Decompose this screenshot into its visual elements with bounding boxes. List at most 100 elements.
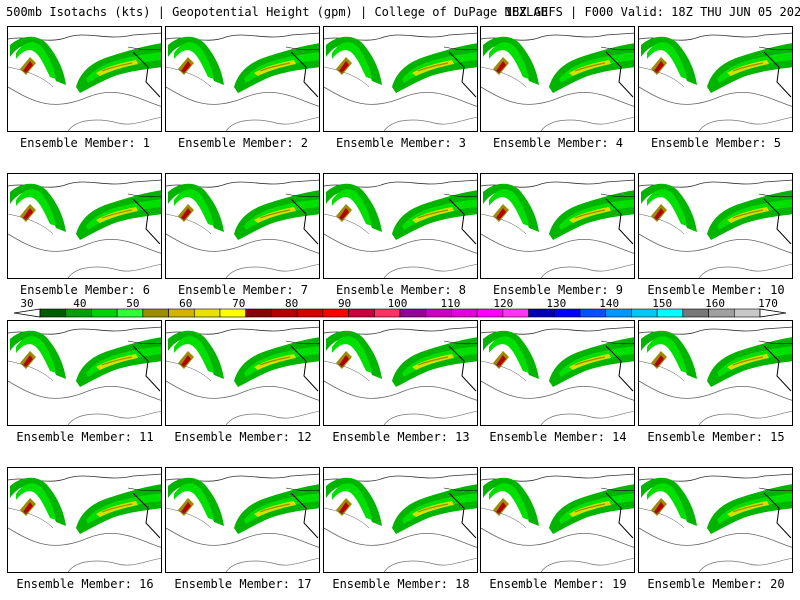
colorbar-segment	[605, 308, 632, 318]
jet-stream-map	[324, 473, 477, 572]
ensemble-member-map	[323, 173, 478, 279]
jet-stream-map	[639, 326, 792, 425]
jet-stream-map	[8, 32, 161, 131]
colorbar-segment	[322, 308, 349, 318]
ensemble-member-map	[323, 320, 478, 426]
colorbar-segment	[682, 308, 709, 318]
ensemble-member-map	[7, 26, 162, 132]
ensemble-member-label: Ensemble Member: 10	[647, 283, 785, 297]
colorbar-right-arrow	[759, 308, 787, 318]
jet-stream-map	[639, 473, 792, 572]
colorbar-tick-label: 120	[493, 297, 514, 310]
colorbar-tick-label: 40	[73, 297, 87, 310]
ensemble-member-map	[638, 173, 793, 279]
colorbar-segment	[91, 308, 118, 318]
colorbar-segment	[116, 308, 144, 318]
ensemble-member-label: Ensemble Member: 6	[19, 283, 151, 297]
jet-stream-map	[166, 326, 319, 425]
colorbar-tick-label: 30	[20, 297, 34, 310]
ensemble-member-label: Ensemble Member: 20	[647, 577, 785, 591]
colorbar-segment	[373, 308, 401, 318]
ensemble-member-map	[165, 467, 320, 573]
colorbar-tick-label: 130	[546, 297, 567, 310]
isotach-colorbar	[13, 308, 787, 318]
ensemble-member-label: Ensemble Member: 9	[492, 283, 624, 297]
colorbar-segment	[271, 308, 298, 318]
colorbar-segment	[39, 308, 67, 318]
ensemble-member-label: Ensemble Member: 18	[332, 577, 470, 591]
colorbar-segment	[65, 308, 92, 318]
ensemble-member-label: Ensemble Member: 8	[335, 283, 467, 297]
jet-stream-map	[481, 32, 634, 131]
ensemble-member-label: Ensemble Member: 2	[177, 136, 309, 150]
ensemble-member-label: Ensemble Member: 3	[335, 136, 467, 150]
colorbar-segment	[451, 308, 478, 318]
ensemble-member-map	[480, 467, 635, 573]
ensemble-member-label: Ensemble Member: 7	[177, 283, 309, 297]
colorbar-segment	[579, 308, 607, 318]
ensemble-member-label: Ensemble Member: 13	[332, 430, 470, 444]
jet-stream-map	[481, 326, 634, 425]
colorbar-segment	[348, 308, 375, 318]
colorbar-segment	[656, 308, 684, 318]
colorbar-tick-label: 140	[599, 297, 620, 310]
ensemble-member-label: Ensemble Member: 5	[650, 136, 782, 150]
ensemble-member-map	[7, 320, 162, 426]
ensemble-member-map	[480, 26, 635, 132]
colorbar-tick-label: 50	[126, 297, 140, 310]
ensemble-member-label: Ensemble Member: 12	[174, 430, 312, 444]
colorbar-segment	[476, 308, 504, 318]
ensemble-member-map	[638, 320, 793, 426]
jet-stream-map	[481, 179, 634, 278]
colorbar-segment	[528, 308, 555, 318]
header-valid-time: 18Z GEFS | F000 Valid: 18Z THU JUN 05 20…	[505, 5, 800, 19]
colorbar-segment	[631, 308, 658, 318]
jet-stream-map	[166, 179, 319, 278]
colorbar-segment	[193, 308, 221, 318]
colorbar-left-arrow	[13, 308, 41, 318]
jet-stream-map	[166, 32, 319, 131]
jet-stream-map	[8, 326, 161, 425]
colorbar-tick-label: 90	[337, 297, 352, 310]
jet-stream-map	[8, 473, 161, 572]
colorbar-segment	[219, 308, 247, 318]
ensemble-member-map	[165, 173, 320, 279]
ensemble-member-map	[480, 320, 635, 426]
ensemble-member-map	[638, 467, 793, 573]
colorbar-tick-label: 60	[179, 297, 193, 310]
header-title: 500mb Isotachs (kts) | Geopotential Heig…	[6, 5, 548, 19]
colorbar-segment	[168, 308, 195, 318]
ensemble-member-label: Ensemble Member: 17	[174, 577, 312, 591]
jet-stream-map	[639, 179, 792, 278]
colorbar-tick-label: 160	[705, 297, 725, 310]
ensemble-member-map	[323, 26, 478, 132]
colorbar-segment	[399, 308, 427, 318]
ensemble-member-label: Ensemble Member: 16	[16, 577, 154, 591]
ensemble-member-map	[165, 26, 320, 132]
ensemble-member-map	[165, 320, 320, 426]
jet-stream-map	[324, 32, 477, 131]
jet-stream-map	[8, 179, 161, 278]
colorbar-segment	[245, 308, 272, 318]
ensemble-member-label: Ensemble Member: 4	[492, 136, 624, 150]
colorbar-segment	[296, 308, 324, 318]
colorbar-segment	[553, 308, 581, 318]
jet-stream-map	[324, 179, 477, 278]
ensemble-member-map	[480, 173, 635, 279]
colorbar-segment	[502, 308, 529, 318]
colorbar-segment	[708, 308, 735, 318]
colorbar-tick-label: 110	[440, 297, 461, 310]
ensemble-member-map	[323, 467, 478, 573]
ensemble-member-label: Ensemble Member: 1	[19, 136, 151, 150]
jet-stream-map	[166, 473, 319, 572]
ensemble-member-label: Ensemble Member: 14	[489, 430, 627, 444]
jet-stream-map	[639, 32, 792, 131]
colorbar-tick-label: 80	[285, 297, 299, 310]
colorbar-segment	[733, 308, 761, 318]
colorbar-tick-label: 100	[387, 297, 408, 310]
ensemble-member-map	[7, 173, 162, 279]
ensemble-member-label: Ensemble Member: 11	[16, 430, 154, 444]
ensemble-member-map	[638, 26, 793, 132]
colorbar-segment	[142, 308, 169, 318]
colorbar-segment	[425, 308, 452, 318]
